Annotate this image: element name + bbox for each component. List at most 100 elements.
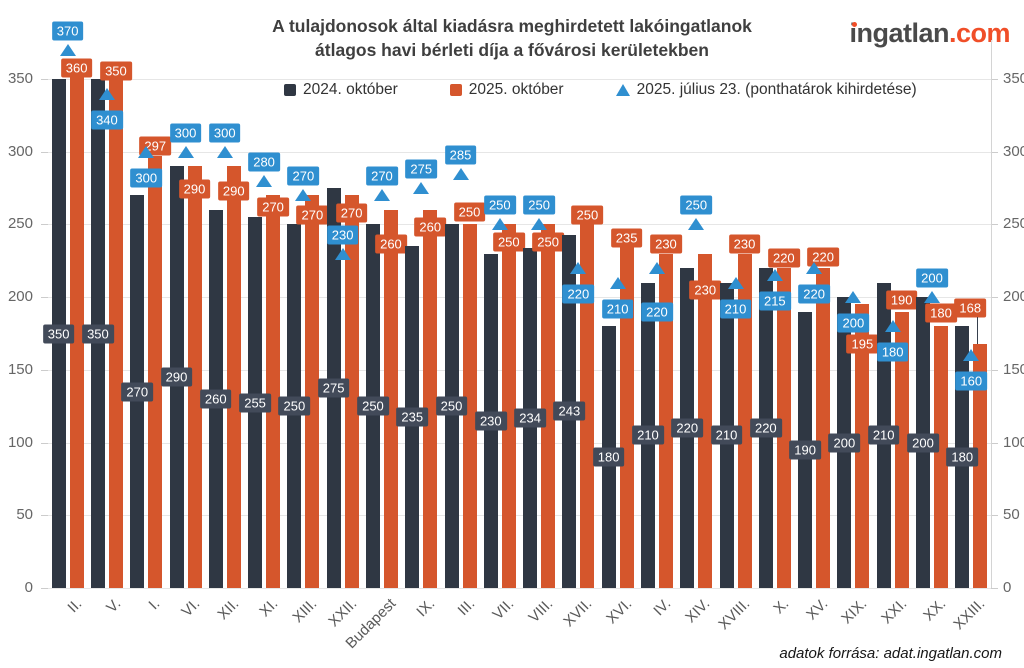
bar-label-2024-V.: 350 [82,324,114,343]
bar-label-2024-XIV.: 220 [671,418,704,438]
y-axis-line-right [991,40,992,588]
y-axis-tick-right [991,369,998,371]
bar-label-2024-XVI.: 180 [592,447,625,467]
marker-july-XXII.[interactable] [334,247,351,260]
marker-label-july-XVIII.: 210 [719,299,752,319]
legend-square-icon [284,84,296,96]
bar-label-2025-XXI.: 190 [885,290,918,310]
marker-july-XIV.[interactable] [688,218,705,231]
marker-july-VIII.[interactable] [531,218,548,231]
bar-label-2024-XIX.: 200 [828,433,861,453]
bar-label-2025-XII.: 290 [217,181,250,201]
bar-label-2025-II.: 360 [60,58,93,78]
bar-2025-V.[interactable] [108,79,123,588]
marker-july-II.[interactable] [59,43,76,56]
bar-2025-VI.[interactable] [187,166,202,588]
bar-2025-VII.[interactable] [501,224,516,588]
y-axis-tick-left [41,515,48,517]
marker-label-july-XVI.: 210 [601,299,634,319]
marker-july-XVIII.[interactable] [727,276,744,289]
y-axis-label-left: 350 [7,70,33,87]
bar-2025-VIII.[interactable] [541,224,556,588]
bar-2025-I.[interactable] [148,156,163,588]
bar-label-2025-V.: 350 [100,61,132,81]
bar-2025-XIV.[interactable] [698,253,713,588]
bar-2025-IV.[interactable] [658,253,673,588]
bar-2025-XX.[interactable] [933,326,948,588]
y-axis-label-right: 200 [1003,288,1024,306]
marker-july-I.[interactable] [138,145,155,158]
marker-label-july-VII.: 250 [483,195,516,215]
bar-label-2024-I.: 270 [121,382,154,402]
marker-label-july-IX.: 275 [405,159,438,179]
bar-label-2024-XI.: 255 [239,393,271,413]
marker-july-XXIII.[interactable] [963,349,980,362]
marker-label-july-XIII.: 270 [287,166,320,186]
bar-2025-XVI.[interactable] [619,246,634,588]
marker-july-XXI.[interactable] [884,320,901,333]
marker-july-III.[interactable] [452,167,469,180]
y-axis-tick-left [41,297,48,299]
bar-2025-XVII.[interactable] [580,224,595,588]
legend-item-2025-october[interactable]: 2025. október [449,81,564,99]
gridline [48,442,991,444]
bar-2025-XI.[interactable] [266,195,281,588]
bar-label-2024-XXIII.: 180 [946,447,979,467]
marker-july-XX.[interactable] [923,291,940,304]
marker-label-july-I.: 300 [130,168,163,188]
bar-2025-IX.[interactable] [423,209,438,588]
chart-title-line1: A tulajdonosok által kiadásra meghirdete… [272,16,752,36]
y-axis-label-right: 50 [1003,506,1020,524]
bar-label-2025-XXII.: 270 [335,203,368,223]
marker-july-XVI.[interactable] [609,276,626,289]
bar-2025-II.[interactable] [69,64,84,588]
marker-label-july-X.: 215 [758,291,791,311]
bar-label-2025-X.: 220 [767,248,800,268]
bar-2025-III.[interactable] [462,224,477,588]
bar-label-2024-XIII.: 250 [278,396,311,416]
marker-july-IX.[interactable] [413,182,430,195]
bar-label-2025-XX.: 180 [925,303,957,323]
bar-2025-Budapest[interactable] [383,209,398,588]
marker-july-V.[interactable] [98,87,115,100]
marker-july-X.[interactable] [766,269,783,282]
gridline [48,297,991,299]
legend-item-2025-july-23[interactable]: 2025. július 23. (ponthatárok kihirdetés… [615,81,917,99]
logo-tld-text: .com [948,18,1011,48]
y-axis-tick-right [991,79,998,80]
chart-title-line2: átlagos havi bérleti díja a fővárosi ker… [315,40,709,61]
bar-label-2024-VII.: 230 [474,411,507,431]
bar-2025-XV.[interactable] [816,268,831,588]
y-axis-label-left: 150 [7,360,33,378]
marker-july-Budapest[interactable] [373,189,390,202]
bar-2025-XII.[interactable] [226,166,241,588]
bar-2025-X.[interactable] [776,268,791,588]
marker-july-XVII.[interactable] [570,262,587,275]
bar-2025-XIX.[interactable] [855,304,870,588]
marker-july-XI.[interactable] [256,174,273,187]
y-axis-label-right: 300 [1003,142,1024,160]
marker-july-VII.[interactable] [491,218,508,231]
bar-2025-XXI.[interactable] [894,311,909,588]
marker-july-XII.[interactable] [216,145,233,158]
marker-label-july-V.: 340 [91,110,123,130]
bar-label-2025-Budapest: 260 [375,234,407,254]
bar-label-2024-XXI.: 210 [867,425,900,445]
marker-label-july-XX.: 200 [916,268,948,288]
marker-label-july-III.: 285 [444,145,477,165]
legend-item-2024-october[interactable]: 2024. október [284,81,398,99]
bar-2025-XVIII.[interactable] [737,253,752,588]
marker-label-july-II.: 370 [51,21,84,41]
bar-label-2025-XV.: 220 [807,247,839,267]
marker-july-IV.[interactable] [648,262,665,275]
marker-july-XIX.[interactable] [845,291,862,304]
bar-label-2025-VII.: 250 [492,232,525,252]
marker-july-VI.[interactable] [177,145,194,158]
marker-label-july-VIII.: 250 [523,195,555,215]
bar-2025-XXIII.[interactable] [973,343,988,588]
bar-2025-XIII.[interactable] [305,195,320,588]
bar-2025-XXII.[interactable] [344,195,359,588]
marker-july-XIII.[interactable] [295,189,312,202]
marker-july-XV.[interactable] [806,262,823,275]
